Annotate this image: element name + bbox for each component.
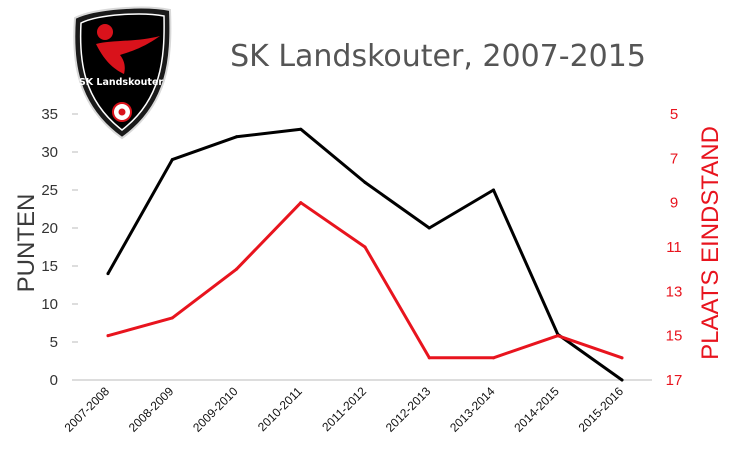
series-group (106, 127, 624, 382)
y-axis-label-right: PLAATS EINDSTAND (697, 126, 724, 360)
data-point-punten (620, 378, 624, 382)
y-tick-label-left: 10 (41, 296, 58, 313)
y-tick-label-left: 0 (50, 372, 58, 389)
data-point-punten (492, 188, 495, 192)
x-axis: 2007-2008 2008-2009 2009-2010 2010-2011 2011… (62, 384, 627, 435)
y-tick-label-left: 5 (50, 334, 58, 351)
data-point-punten (363, 180, 367, 184)
y-axis-left: 0 5 10 15 20 25 30 35 (41, 106, 78, 389)
data-point-plaats (235, 267, 238, 271)
data-point-punten (170, 158, 174, 162)
x-tick-label: 2013-2014 (447, 384, 498, 435)
x-tick-label: 2011-2012 (319, 384, 369, 434)
data-point-plaats (106, 334, 110, 338)
x-tick-label: 2007-2008 (62, 384, 113, 435)
logo-figure-head (97, 24, 113, 40)
y-tick-label-left: 35 (41, 106, 58, 123)
y-tick-label-right: 15 (666, 328, 683, 345)
y-tick-label-right: 7 (670, 150, 678, 167)
data-point-plaats (363, 245, 367, 249)
series-line-plaats (106, 201, 624, 360)
y-tick-label-right: 13 (666, 283, 683, 300)
x-tick-label: 2009-2010 (190, 384, 241, 435)
x-tick-label: 2014-2015 (511, 384, 562, 435)
data-point-plaats (427, 356, 431, 360)
y-tick-label-right: 5 (670, 106, 678, 123)
series-line-punten (106, 127, 624, 382)
data-point-plaats (620, 356, 624, 360)
y-axis-label-left: PUNTEN (13, 194, 40, 293)
data-point-plaats (299, 201, 303, 205)
x-tick-label: 2015-2016 (576, 384, 627, 435)
x-tick-label: 2010-2011 (255, 384, 305, 434)
y-tick-label-left: 20 (41, 220, 58, 237)
y-axis-right: 5 7 9 11 13 15 17 (666, 106, 683, 389)
y-tick-label-left: 25 (41, 182, 58, 199)
data-point-punten (299, 127, 303, 131)
x-tick-label: 2012-2013 (383, 384, 434, 435)
x-tick-label: 2008-2009 (126, 384, 177, 435)
data-point-punten (427, 226, 431, 230)
chart-title: SK Landskouter, 2007-2015 (230, 39, 646, 74)
logo-text: SK Landskouter (79, 77, 164, 88)
y-tick-label-left: 15 (41, 258, 58, 275)
logo-figure-body (96, 36, 160, 74)
club-logo: SK Landskouter (73, 6, 172, 140)
data-point-plaats (556, 334, 560, 338)
y-tick-label-right: 11 (666, 239, 682, 256)
data-point-plaats (170, 316, 174, 320)
data-point-punten (106, 272, 110, 276)
logo-ball-patch (118, 108, 126, 116)
y-tick-label-left: 30 (41, 144, 58, 161)
y-tick-label-right: 17 (666, 372, 683, 389)
y-tick-label-right: 9 (670, 195, 678, 212)
data-point-plaats (492, 356, 495, 360)
data-point-punten (235, 135, 238, 139)
